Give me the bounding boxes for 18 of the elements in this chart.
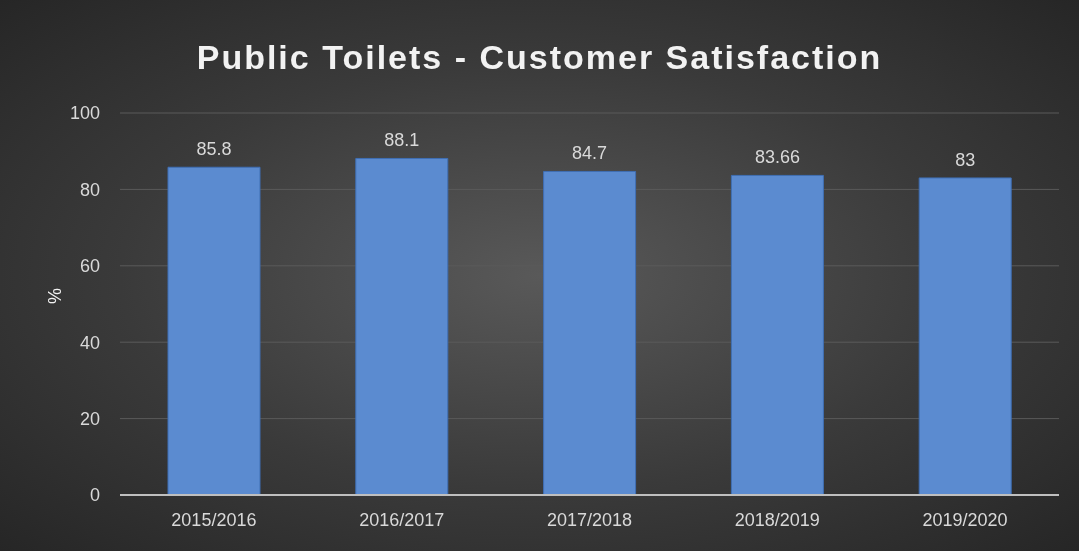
x-tick-label: 2016/2017 (359, 509, 445, 530)
data-label: 85.8 (196, 139, 232, 160)
x-tick-label: 2019/2020 (922, 509, 1008, 530)
y-axis-title: % (45, 287, 66, 304)
data-label: 83.66 (754, 147, 800, 168)
data-label: 88.1 (384, 130, 420, 151)
y-tick-label: 80 (79, 179, 100, 200)
y-tick-label: 40 (79, 332, 100, 353)
y-tick-label: 60 (79, 256, 100, 277)
x-tick-label: 2017/2018 (546, 509, 633, 530)
chart-title: Public Toilets - Customer Satisfaction (195, 38, 884, 77)
data-label: 84.7 (572, 143, 608, 164)
y-tick-label: 0 (89, 485, 100, 506)
data-label: 83 (955, 149, 976, 170)
x-tick-label: 2015/2016 (171, 509, 257, 530)
y-tick-label: 20 (79, 408, 100, 429)
x-tick-label: 2018/2019 (734, 509, 820, 530)
y-tick-label: 100 (69, 103, 100, 124)
